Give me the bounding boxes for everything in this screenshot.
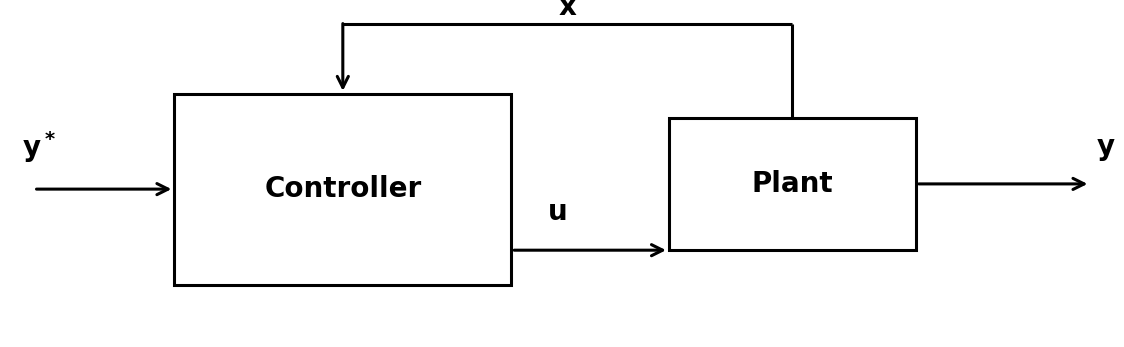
Text: Plant: Plant (752, 170, 833, 198)
Bar (174, 94, 511, 285)
Text: $\mathbf{x}$: $\mathbf{x}$ (558, 0, 578, 21)
Text: $\mathbf{u}$: $\mathbf{u}$ (546, 198, 566, 226)
Text: $\mathbf{y^*}$: $\mathbf{y^*}$ (22, 129, 56, 165)
Text: $\mathbf{y}$: $\mathbf{y}$ (1096, 135, 1115, 163)
Bar (669, 118, 916, 250)
Text: Controller: Controller (264, 175, 422, 203)
